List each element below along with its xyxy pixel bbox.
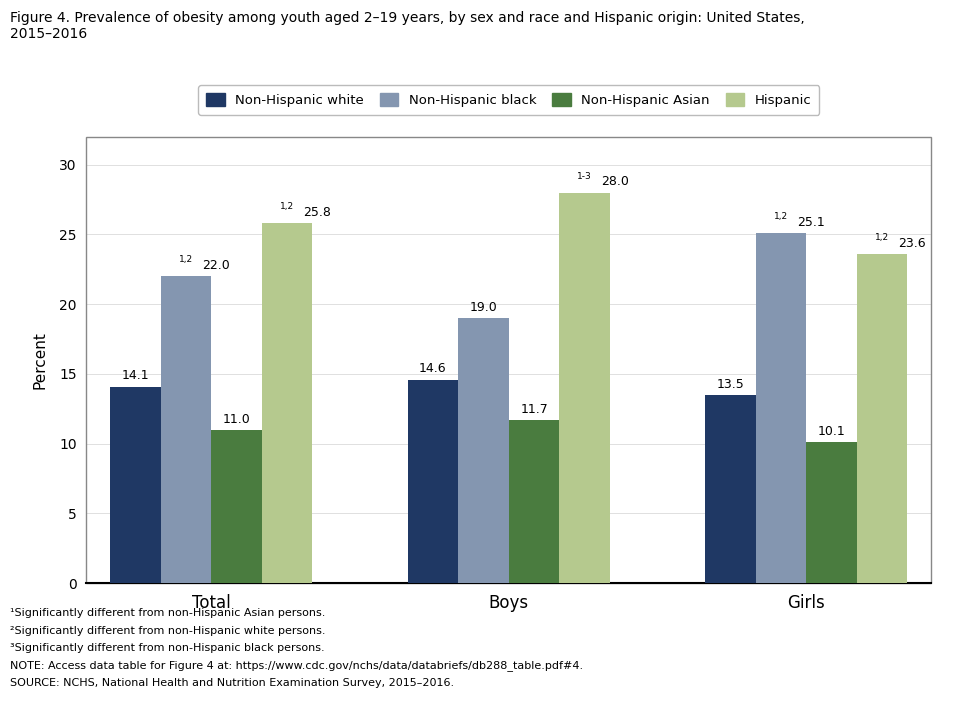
Bar [458, 318, 509, 583]
Text: 23.6: 23.6 [899, 237, 926, 250]
Text: 11.7: 11.7 [520, 402, 548, 415]
Bar [408, 379, 458, 583]
Text: 19.0: 19.0 [469, 301, 497, 314]
Text: 14.1: 14.1 [122, 369, 150, 382]
Text: 14.6: 14.6 [420, 362, 446, 375]
Bar [857, 254, 907, 583]
Bar [509, 420, 560, 583]
Text: Figure 4. Prevalence of obesity among youth aged 2–19 years, by sex and race and: Figure 4. Prevalence of obesity among yo… [10, 11, 804, 41]
Text: ¹Significantly different from non-Hispanic Asian persons.: ¹Significantly different from non-Hispan… [10, 608, 325, 618]
Legend: Non-Hispanic white, Non-Hispanic black, Non-Hispanic Asian, Hispanic: Non-Hispanic white, Non-Hispanic black, … [199, 86, 819, 115]
Text: 1,2: 1,2 [774, 212, 788, 221]
Text: 25.8: 25.8 [303, 206, 331, 219]
Y-axis label: Percent: Percent [33, 331, 48, 389]
Text: 22.0: 22.0 [203, 259, 230, 272]
Text: 28.0: 28.0 [601, 176, 629, 189]
Text: 1,2: 1,2 [280, 202, 295, 212]
Bar [756, 233, 806, 583]
Bar [262, 223, 312, 583]
Bar [211, 430, 262, 583]
Text: SOURCE: NCHS, National Health and Nutrition Examination Survey, 2015–2016.: SOURCE: NCHS, National Health and Nutrit… [10, 678, 454, 688]
Text: ²Significantly different from non-Hispanic white persons.: ²Significantly different from non-Hispan… [10, 626, 325, 636]
Text: 11.0: 11.0 [223, 413, 251, 426]
Bar [110, 387, 160, 583]
Bar [560, 192, 610, 583]
Bar [86, 137, 931, 583]
Bar [706, 395, 756, 583]
Text: ³Significantly different from non-Hispanic black persons.: ³Significantly different from non-Hispan… [10, 643, 324, 653]
Text: 1,2: 1,2 [179, 256, 193, 264]
Text: 1,2: 1,2 [876, 233, 889, 242]
Bar [160, 276, 211, 583]
Text: 25.1: 25.1 [798, 216, 825, 229]
Text: 13.5: 13.5 [716, 378, 744, 391]
Text: 10.1: 10.1 [818, 425, 846, 438]
Bar [806, 442, 857, 583]
Text: 1-3: 1-3 [577, 172, 592, 181]
Text: NOTE: Access data table for Figure 4 at: https://www.cdc.gov/nchs/data/databrief: NOTE: Access data table for Figure 4 at:… [10, 660, 583, 671]
